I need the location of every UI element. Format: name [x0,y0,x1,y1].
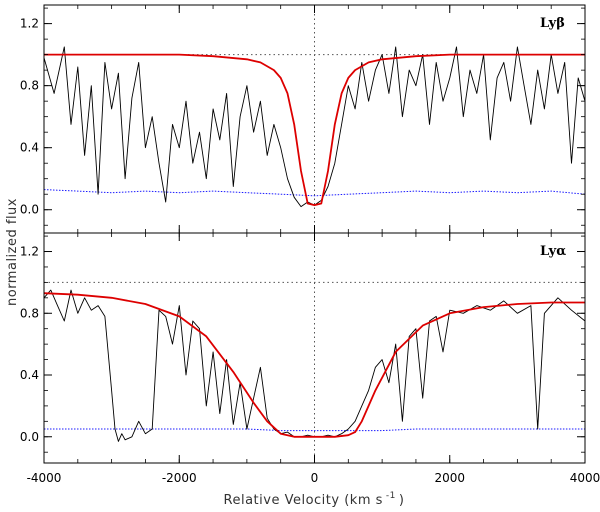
x-axis-title: Relative Velocity (km s -1) [224,491,405,508]
y-tick-label: 0.0 [20,203,39,217]
y-tick-label: 0.8 [20,306,39,320]
y-tick-label: 0.8 [20,79,39,93]
chart-root: 0.0 0.4 0.8 1.2 Lyβ 0.0 0.4 0.8 1.2 Lyα -4000 -2000… [20,4,600,485]
y-axis-title: normalized flux [5,198,20,306]
fit-line [44,53,585,207]
panel-bottom: 0.0 0.4 0.8 1.2 Lyα [20,232,586,464]
x-axis-title-exponent: -1 [386,491,396,501]
y-tick-label: 0.4 [20,368,39,382]
series-group [44,289,585,442]
y-tick-label: 0.4 [20,141,39,155]
x-tick-label: 2000 [434,471,465,485]
panel-label: Lyα [540,244,566,259]
panel-label: Lyβ [540,16,565,31]
x-tick-label: 0 [311,471,319,485]
x-tick-label: -2000 [162,471,197,485]
error-line [44,189,585,197]
y-tick-label: 0.0 [20,430,39,444]
y-tick-label: 1.2 [20,17,39,31]
x-tick-label: 4000 [570,471,600,485]
x-tick-label: -4000 [27,471,62,485]
y-tick-label: 1.2 [20,245,39,259]
flux-line [44,46,585,208]
x-axis-title-main: Relative Velocity (km s [224,493,383,508]
x-axis-title-close: ) [399,493,405,508]
error-line [44,428,585,432]
panel-top: 0.0 0.4 0.8 1.2 Lyβ [20,4,586,234]
fit-line [44,292,585,438]
series-group [44,46,585,208]
